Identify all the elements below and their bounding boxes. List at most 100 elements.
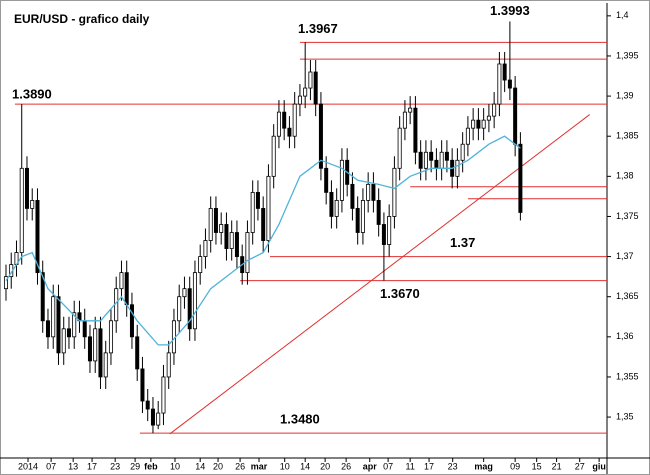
candle-body [45, 320, 50, 338]
candle-body [124, 272, 129, 306]
x-tick-label: 29 [130, 461, 140, 471]
y-tick-label: 1,365 [616, 291, 639, 301]
candle-body [208, 208, 213, 241]
candle-body [108, 320, 113, 354]
candle-body [119, 272, 124, 290]
x-tick-label: 20 [320, 461, 330, 471]
x-tick-label: 10 [280, 461, 290, 471]
candle-body [3, 276, 8, 290]
candle-body [329, 191, 334, 217]
x-tick-label: 17 [424, 461, 434, 471]
y-tick-label: 1,39 [616, 90, 634, 100]
candle-body [397, 127, 402, 169]
candle-body [255, 191, 260, 209]
candle-body [229, 232, 234, 249]
candle-body [444, 151, 449, 161]
candle-body [250, 191, 255, 233]
x-tick-label: 14 [195, 461, 205, 471]
candle-body [287, 127, 292, 137]
candle-body [402, 111, 407, 129]
candle-body [140, 368, 145, 402]
candle-body [51, 296, 56, 338]
candle-body [276, 111, 281, 137]
candle-body [72, 312, 77, 338]
candle-body [434, 159, 439, 169]
candle-body [93, 328, 98, 362]
candle-body [371, 183, 376, 201]
x-tick-label: 17 [87, 461, 97, 471]
candle-body [198, 256, 203, 274]
x-tick-label: 10 [170, 461, 180, 471]
y-tick-label: 1,395 [616, 50, 639, 60]
candle-body [339, 159, 344, 201]
candle-body [418, 151, 423, 169]
candle-body [465, 127, 470, 145]
candle-body [56, 296, 61, 354]
candle-body [182, 288, 187, 298]
candle-body [282, 111, 287, 129]
candle-body [392, 167, 397, 217]
candle-body [166, 352, 171, 378]
x-tick-label: 07 [46, 461, 56, 471]
x-tick-label: 2014 [18, 461, 38, 471]
candle-body [476, 119, 481, 129]
x-tick-label: 23 [448, 461, 458, 471]
level-label: 1.3890 [12, 87, 52, 102]
candle-body [308, 71, 313, 89]
level-label: 1.37 [450, 235, 475, 250]
y-tick-label: 1,38 [616, 171, 634, 181]
candle-body [271, 135, 276, 177]
x-tick-label: 26 [341, 461, 351, 471]
chart-title: EUR/USD - grafico daily [14, 12, 150, 26]
x-tick-label: 07 [383, 461, 393, 471]
candle-body [471, 119, 476, 129]
candle-body [439, 151, 444, 169]
candle-body [145, 400, 150, 410]
x-tick-label: 09 [510, 461, 520, 471]
candle-body [492, 103, 497, 117]
candle-body [82, 320, 87, 338]
candle-body [192, 272, 197, 330]
candle-body [61, 328, 66, 354]
candle-body [413, 107, 418, 153]
candle-body [129, 304, 134, 338]
level-label: 1.3670 [380, 286, 420, 301]
candle-body [366, 183, 371, 201]
x-tick-label: 20 [213, 461, 223, 471]
x-tick-label: 23 [110, 461, 120, 471]
candle-body [507, 79, 512, 89]
x-tick-label: mar [251, 461, 268, 471]
candle-body [234, 232, 239, 257]
candle-body [19, 167, 24, 253]
candle-body [360, 200, 365, 233]
level-label: 1.3967 [298, 21, 338, 36]
x-tick-label: mag [474, 461, 493, 471]
x-tick-label: giu [592, 461, 606, 471]
candle-body [513, 87, 518, 145]
moving-average [5, 135, 521, 346]
candle-body [502, 63, 507, 81]
x-tick-label: 14 [300, 461, 310, 471]
annotation: 1.3993 [490, 3, 530, 18]
y-tick-label: 1,385 [616, 131, 639, 141]
candle-body [355, 208, 360, 233]
candle-body [30, 200, 35, 209]
candle-body [213, 208, 218, 233]
candle-body [103, 352, 108, 378]
candle-body [219, 224, 224, 233]
y-tick-label: 1,4 [616, 10, 629, 20]
x-tick-label: 27 [575, 461, 585, 471]
x-tick-label: feb [144, 461, 158, 471]
candle-body [381, 224, 386, 245]
candle-body [350, 183, 355, 209]
candle-body [303, 87, 308, 97]
candle-body [245, 232, 250, 274]
x-tick-label: 21 [552, 461, 562, 471]
x-tick-label: 11 [405, 461, 414, 471]
candle-body [292, 103, 297, 137]
candle-body [387, 216, 392, 245]
candle-body [429, 151, 434, 161]
candle-body [203, 240, 208, 257]
